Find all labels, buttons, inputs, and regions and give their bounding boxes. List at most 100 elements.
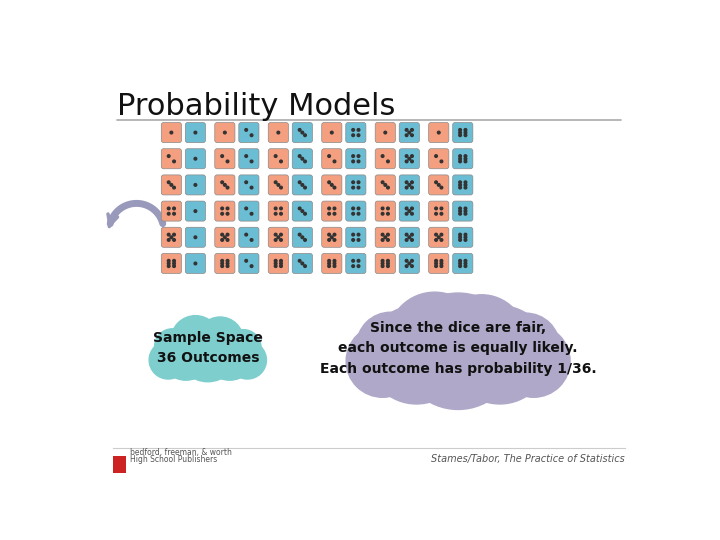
Circle shape [405, 134, 408, 137]
FancyBboxPatch shape [322, 201, 342, 221]
Circle shape [274, 155, 277, 157]
FancyBboxPatch shape [399, 123, 419, 143]
FancyBboxPatch shape [375, 123, 395, 143]
Circle shape [387, 186, 390, 189]
Circle shape [357, 186, 360, 189]
Circle shape [438, 236, 440, 239]
FancyBboxPatch shape [161, 227, 181, 247]
Circle shape [279, 186, 282, 189]
Circle shape [382, 212, 384, 215]
Circle shape [357, 265, 360, 267]
Circle shape [387, 212, 390, 215]
Circle shape [352, 186, 354, 189]
Circle shape [405, 265, 408, 267]
Circle shape [459, 134, 462, 137]
Circle shape [173, 239, 176, 241]
Circle shape [279, 239, 282, 241]
Circle shape [194, 262, 197, 265]
Circle shape [382, 181, 384, 184]
Circle shape [245, 129, 248, 131]
Circle shape [245, 233, 248, 236]
Circle shape [464, 160, 467, 163]
FancyBboxPatch shape [161, 253, 181, 273]
Circle shape [410, 239, 413, 241]
Circle shape [301, 131, 304, 134]
FancyBboxPatch shape [239, 227, 259, 247]
Circle shape [304, 186, 306, 189]
Circle shape [274, 233, 277, 236]
Circle shape [173, 233, 176, 236]
FancyBboxPatch shape [428, 148, 449, 168]
Circle shape [226, 262, 229, 265]
Circle shape [400, 293, 517, 409]
FancyBboxPatch shape [346, 253, 366, 273]
Circle shape [357, 207, 360, 210]
Circle shape [221, 212, 223, 215]
FancyBboxPatch shape [269, 148, 289, 168]
Circle shape [160, 329, 212, 380]
FancyBboxPatch shape [185, 175, 205, 195]
Circle shape [274, 265, 277, 267]
Circle shape [440, 260, 443, 262]
Circle shape [435, 181, 437, 184]
Circle shape [387, 233, 390, 236]
Circle shape [357, 155, 360, 157]
Circle shape [405, 181, 408, 184]
Circle shape [459, 155, 462, 157]
Circle shape [408, 184, 410, 186]
Circle shape [440, 262, 443, 265]
FancyBboxPatch shape [346, 123, 366, 143]
Circle shape [352, 207, 354, 210]
FancyBboxPatch shape [113, 456, 126, 473]
Circle shape [440, 265, 443, 267]
Circle shape [464, 134, 467, 137]
Circle shape [346, 325, 419, 397]
Circle shape [245, 207, 248, 210]
Circle shape [221, 260, 223, 262]
Circle shape [333, 260, 336, 262]
FancyBboxPatch shape [185, 253, 205, 273]
Circle shape [352, 260, 354, 262]
Circle shape [464, 233, 467, 236]
FancyBboxPatch shape [322, 227, 342, 247]
Circle shape [405, 260, 408, 262]
Circle shape [274, 260, 277, 262]
Text: Sample Space
36 Outcomes: Sample Space 36 Outcomes [153, 331, 263, 366]
Circle shape [167, 181, 170, 184]
Circle shape [459, 181, 462, 184]
Circle shape [357, 212, 360, 215]
Circle shape [279, 160, 282, 163]
Circle shape [149, 341, 187, 379]
Circle shape [464, 181, 467, 184]
Circle shape [277, 131, 279, 134]
Circle shape [221, 181, 223, 184]
Circle shape [352, 233, 354, 236]
Circle shape [277, 236, 279, 239]
Circle shape [173, 262, 176, 265]
Circle shape [328, 181, 330, 184]
Circle shape [352, 265, 354, 267]
Circle shape [410, 233, 413, 236]
Circle shape [382, 265, 384, 267]
Circle shape [352, 160, 354, 163]
Circle shape [279, 265, 282, 267]
Circle shape [170, 236, 173, 239]
FancyBboxPatch shape [399, 227, 419, 247]
FancyBboxPatch shape [346, 227, 366, 247]
Circle shape [251, 186, 253, 189]
FancyBboxPatch shape [375, 253, 395, 273]
Circle shape [405, 212, 408, 215]
FancyBboxPatch shape [292, 123, 312, 143]
Circle shape [387, 262, 390, 265]
Circle shape [171, 316, 220, 364]
Circle shape [357, 134, 360, 137]
FancyBboxPatch shape [322, 175, 342, 195]
Circle shape [435, 262, 437, 265]
FancyBboxPatch shape [269, 123, 289, 143]
Circle shape [459, 233, 462, 236]
FancyBboxPatch shape [375, 227, 395, 247]
Circle shape [459, 265, 462, 267]
Circle shape [301, 236, 304, 239]
Text: bedford, freeman, & worth: bedford, freeman, & worth [130, 449, 232, 457]
Circle shape [155, 329, 190, 364]
